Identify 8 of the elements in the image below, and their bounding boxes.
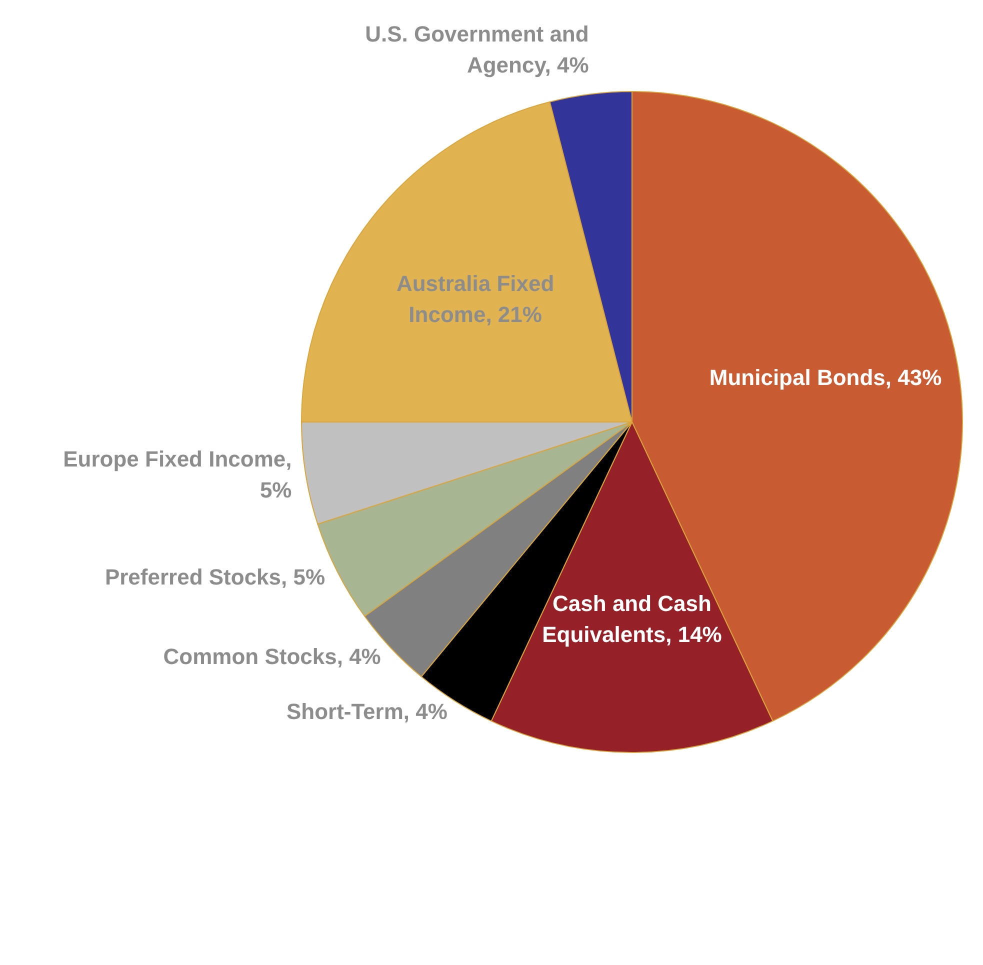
slice-label: Common Stocks, 4% (163, 644, 381, 669)
slice-label: Australia Fixed Income, 21% (396, 271, 554, 328)
slice-label: Cash and Cash Equivalents, 14% (542, 590, 722, 647)
slice-label: Europe Fixed Income, 5% (63, 446, 292, 502)
slice-label: Short-Term, 4% (286, 698, 448, 724)
slice-label: U.S. Government and Agency, 4% (365, 21, 589, 78)
slice-label: Municipal Bonds, 43% (709, 364, 942, 390)
slice-label: Preferred Stocks, 5% (104, 564, 326, 590)
